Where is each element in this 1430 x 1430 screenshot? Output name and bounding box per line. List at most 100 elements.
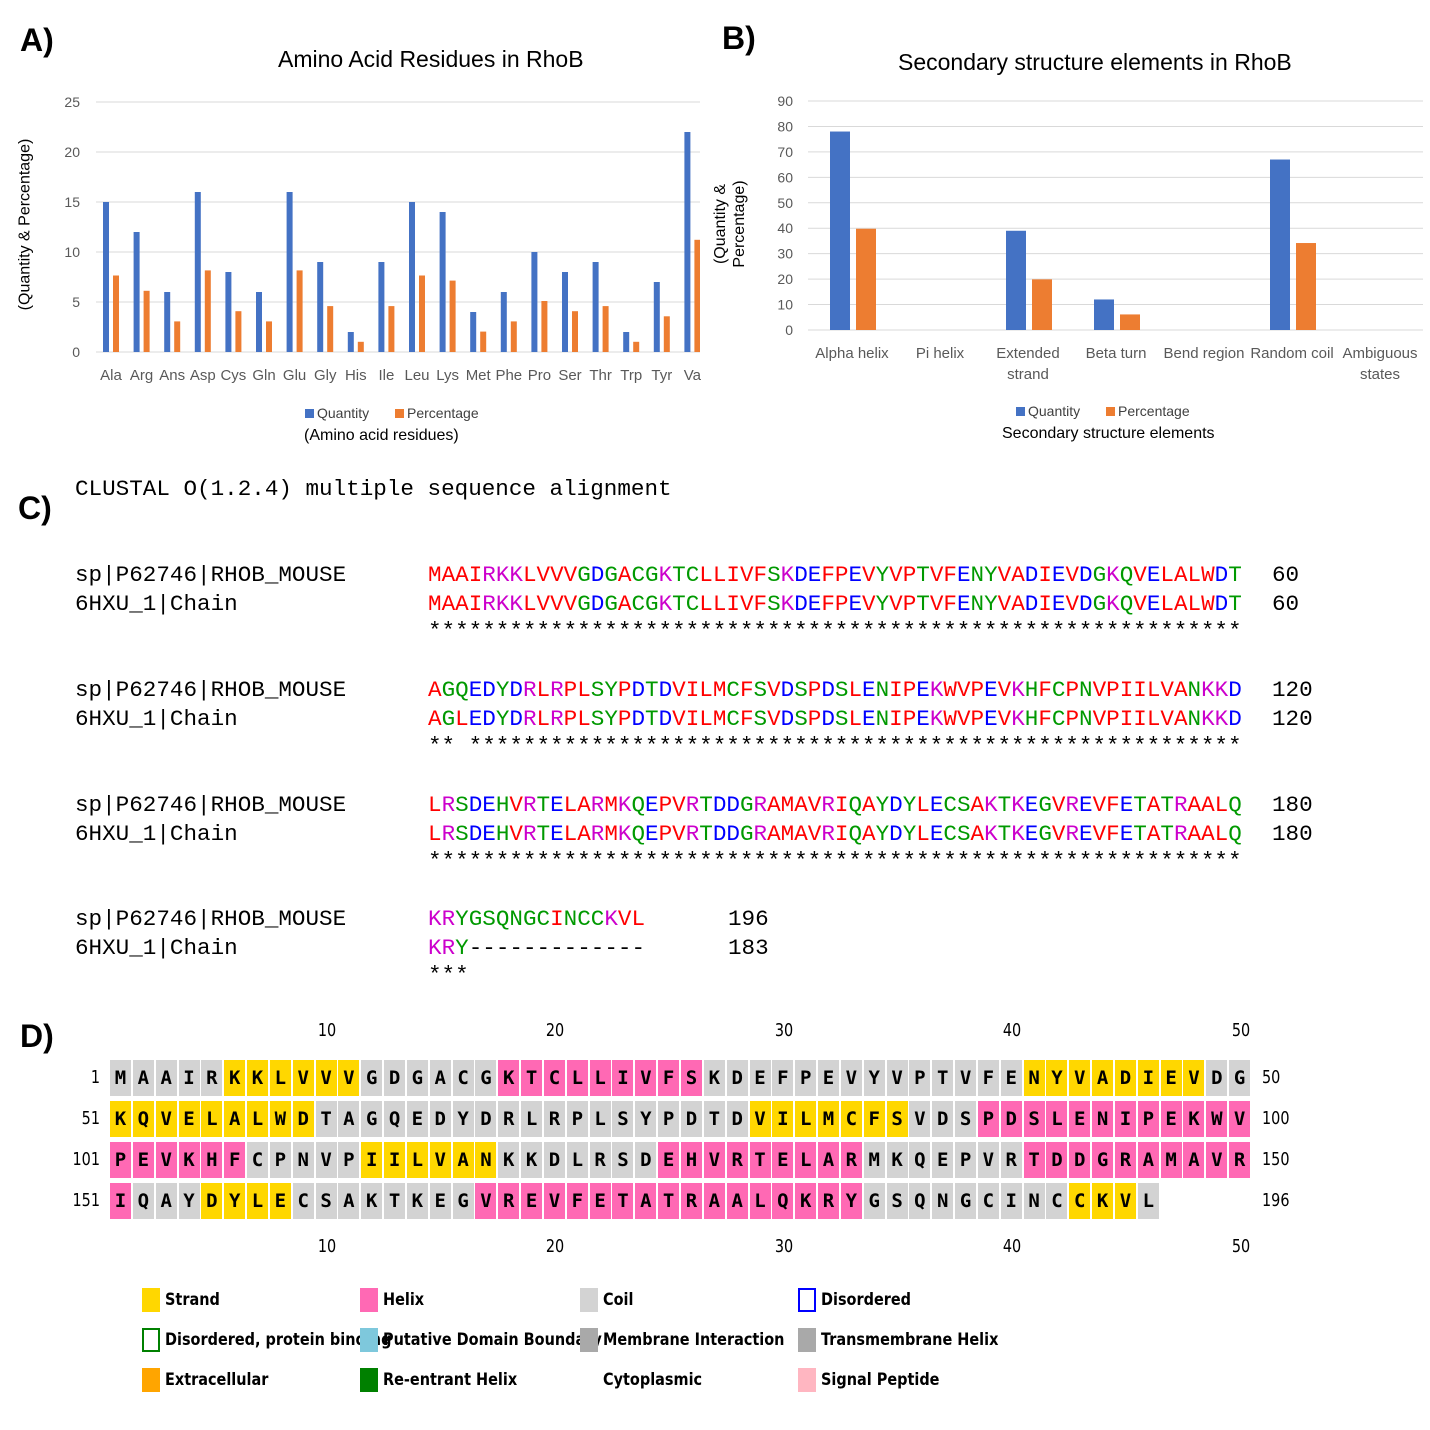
residue: V (739, 562, 754, 588)
residue-cell: L (201, 1101, 223, 1137)
residue: V (536, 562, 551, 588)
residue-cell: K (521, 1142, 543, 1178)
residue: T (1228, 562, 1242, 588)
residue-cell: D (475, 1101, 497, 1137)
row-start-number: 151 (72, 1190, 100, 1211)
residue-cell: N (475, 1142, 497, 1178)
residue: Q (848, 792, 862, 818)
residue: Q (1119, 591, 1134, 617)
residue-cell: V (1206, 1142, 1228, 1178)
legend-swatch (360, 1328, 378, 1352)
legend-label: Strand (165, 1290, 220, 1310)
residue-cell: A (1137, 1142, 1159, 1178)
residue: E (1146, 562, 1161, 588)
residue-cell: H (681, 1142, 702, 1178)
residue: G (1038, 792, 1052, 818)
residue: D (780, 677, 795, 703)
residue-cell: Q (132, 1183, 154, 1219)
residue-cell: W (269, 1101, 291, 1137)
legend-swatch (142, 1288, 160, 1312)
residue: N (1079, 706, 1093, 732)
bar-percentage (1032, 279, 1052, 330)
residue: V (1092, 677, 1107, 703)
residue: G (441, 706, 456, 732)
residue: I (1038, 591, 1052, 617)
residue: K (495, 591, 510, 617)
residue: M (428, 591, 442, 617)
residue-cell: T (932, 1060, 954, 1096)
residue-cell: F (566, 1183, 588, 1219)
bar-quantity (286, 192, 293, 352)
residue: E (1051, 562, 1066, 588)
residue-cell: V (292, 1060, 314, 1096)
residue: W (1201, 591, 1215, 617)
sequence-name: sp|P62746|RHOB_MOUSE (75, 677, 347, 703)
residue-cell: I (772, 1101, 794, 1137)
residue: L (428, 792, 442, 818)
residue-cell: R (589, 1142, 611, 1178)
x-tick-label: Arg (130, 367, 153, 384)
bar-quantity (470, 312, 477, 352)
residue-cell: D (635, 1142, 657, 1178)
residue: V (889, 591, 903, 617)
residue: T (672, 562, 686, 588)
residue-cell: K (703, 1060, 725, 1096)
residue: L (1160, 591, 1174, 617)
residue: M (712, 706, 727, 732)
y-tick-label: 20 (777, 271, 793, 287)
legend-swatch (580, 1288, 598, 1312)
residue: D (794, 591, 808, 617)
x-tick-label: Extended (996, 345, 1059, 362)
bar-quantity (562, 272, 568, 352)
bar-percentage (327, 306, 334, 352)
residue: R (441, 906, 456, 932)
residue: G (604, 562, 618, 588)
residue-cell: E (1000, 1060, 1022, 1096)
bar-percentage (174, 321, 181, 352)
residue: Y (875, 821, 890, 847)
legend-label: Extracellular (165, 1370, 269, 1390)
residue: N (875, 706, 890, 732)
residue: I (685, 706, 700, 732)
y-tick-label: 40 (777, 220, 793, 236)
residue: Y (902, 792, 917, 818)
residue: A (1173, 706, 1188, 732)
residue: D (590, 562, 605, 588)
residue-cell: R (498, 1101, 520, 1137)
residue: - (617, 935, 632, 961)
residue: K (1011, 792, 1025, 818)
residue: M (780, 792, 795, 818)
residue-cell: I (178, 1060, 200, 1096)
residue: Y (875, 591, 890, 617)
residue: C (726, 677, 740, 703)
residue-cell: G (863, 1183, 885, 1219)
residue: A (1187, 821, 1202, 847)
sequence: MAAIRKKLVVVGDGACGKTCLLIVFSKDEFPEVYVPTVFE… (428, 562, 1242, 588)
residue: V (1133, 591, 1147, 617)
residue-cell: F (977, 1060, 999, 1096)
residue: D (590, 591, 605, 617)
residue: L (699, 562, 713, 588)
sequence: MAAIRKKLVVVGDGACGKTCLLIVFSKDEFPEVYVPTVFE… (428, 591, 1242, 617)
residue-cell: I (384, 1142, 406, 1178)
residue: V (929, 562, 944, 588)
residue: M (712, 677, 727, 703)
residue: V (672, 821, 686, 847)
residue: I (468, 562, 483, 588)
residue: D (821, 677, 835, 703)
residue: E (956, 591, 971, 617)
residue: K (428, 935, 442, 961)
residue: A (1201, 821, 1215, 847)
residue-cell: L (521, 1101, 543, 1137)
residue: C (631, 562, 645, 588)
residue-cell: P (269, 1142, 291, 1178)
legend-swatch (580, 1368, 598, 1392)
y-tick-label: 15 (64, 194, 80, 210)
x-tick-label: Random coil (1250, 345, 1333, 362)
residue: C (685, 562, 700, 588)
residue-cell: S (1023, 1101, 1045, 1137)
residue: T (536, 792, 551, 818)
residue-count: 180 (1272, 792, 1313, 818)
residue: R (1065, 792, 1079, 818)
residue-count: 120 (1272, 677, 1313, 703)
